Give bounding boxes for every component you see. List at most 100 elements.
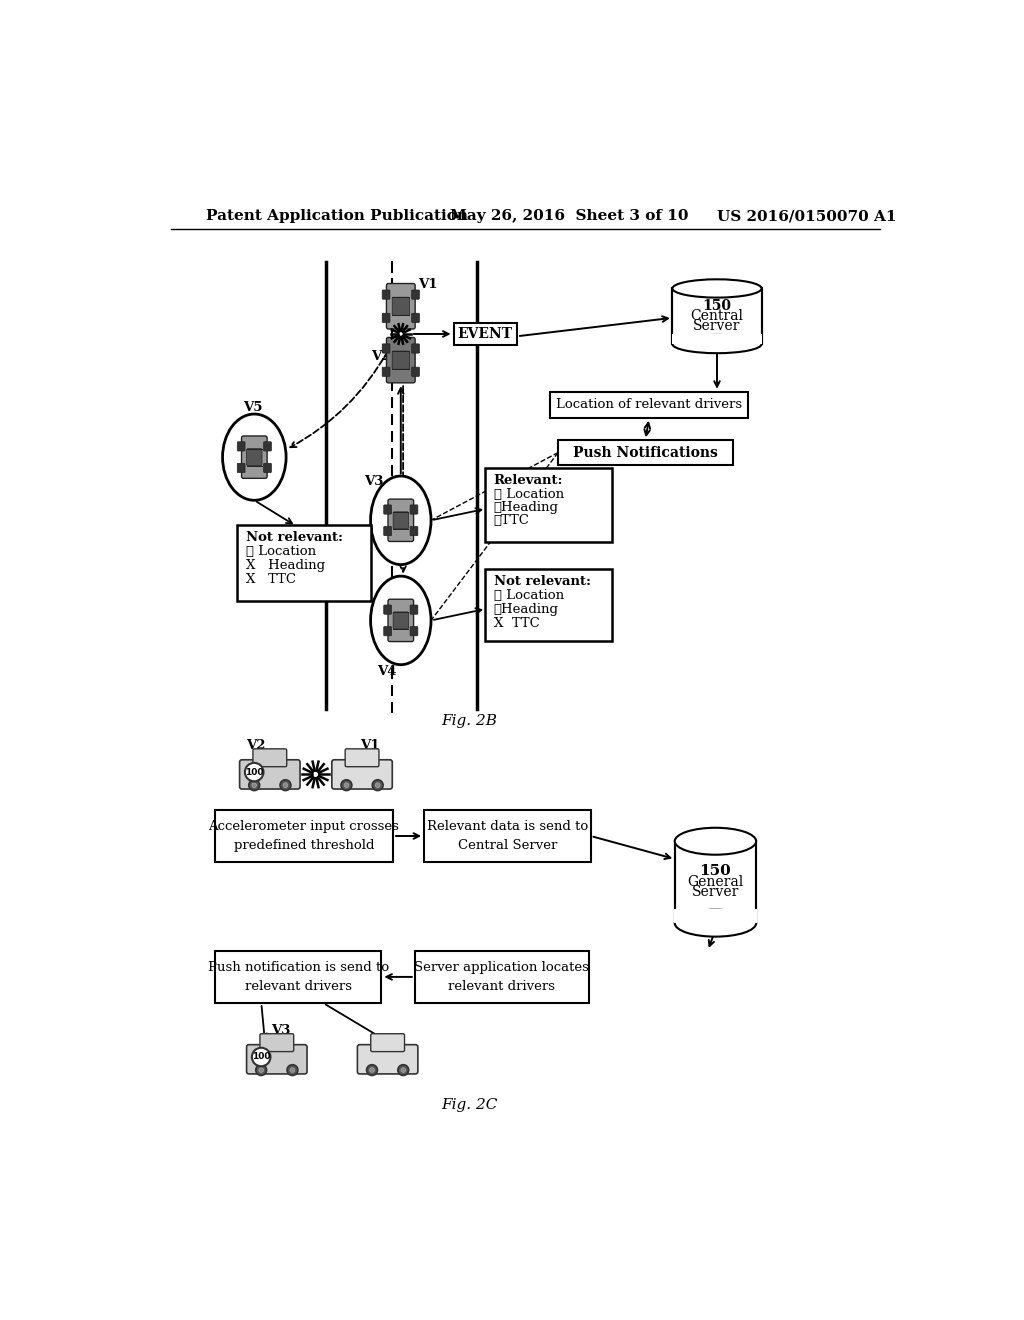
Text: Server: Server — [693, 319, 740, 333]
FancyBboxPatch shape — [238, 442, 245, 451]
FancyBboxPatch shape — [357, 1044, 418, 1074]
Ellipse shape — [371, 477, 431, 565]
FancyBboxPatch shape — [382, 367, 390, 376]
Text: V3: V3 — [271, 1023, 291, 1036]
FancyBboxPatch shape — [263, 442, 271, 451]
FancyBboxPatch shape — [558, 441, 732, 465]
Text: Server: Server — [692, 886, 739, 899]
FancyBboxPatch shape — [673, 289, 762, 345]
FancyBboxPatch shape — [237, 524, 372, 601]
Text: relevant drivers: relevant drivers — [245, 979, 351, 993]
Circle shape — [376, 783, 380, 788]
FancyBboxPatch shape — [384, 627, 391, 636]
Text: Relevant:: Relevant: — [494, 474, 563, 487]
Text: Push notification is send to: Push notification is send to — [208, 961, 389, 974]
Text: EVENT: EVENT — [458, 327, 513, 341]
FancyBboxPatch shape — [424, 810, 591, 862]
Text: Fig. 2C: Fig. 2C — [440, 1098, 498, 1113]
Circle shape — [367, 1065, 378, 1076]
Circle shape — [256, 1065, 266, 1076]
FancyBboxPatch shape — [371, 1034, 404, 1052]
FancyBboxPatch shape — [247, 1044, 307, 1074]
FancyBboxPatch shape — [260, 1034, 294, 1052]
Text: ✓Heading: ✓Heading — [494, 500, 559, 513]
Text: X   TTC: X TTC — [246, 573, 296, 586]
Text: ✓Heading: ✓Heading — [494, 603, 559, 616]
FancyBboxPatch shape — [345, 748, 379, 767]
FancyBboxPatch shape — [386, 338, 415, 383]
FancyBboxPatch shape — [412, 367, 420, 376]
Text: Patent Application Publication: Patent Application Publication — [206, 209, 468, 223]
FancyBboxPatch shape — [253, 748, 287, 767]
FancyBboxPatch shape — [392, 297, 410, 315]
Text: predefined threshold: predefined threshold — [233, 838, 374, 851]
Text: V3: V3 — [364, 475, 383, 488]
Circle shape — [370, 1068, 375, 1072]
Text: ✓ Location: ✓ Location — [494, 487, 564, 500]
Text: V1: V1 — [360, 739, 380, 751]
FancyBboxPatch shape — [332, 760, 392, 789]
FancyBboxPatch shape — [410, 627, 418, 636]
Text: Accelerometer input crosses: Accelerometer input crosses — [209, 820, 399, 833]
Text: X  TTC: X TTC — [494, 616, 540, 630]
Text: Push Notifications: Push Notifications — [572, 446, 718, 459]
Text: 150: 150 — [702, 300, 731, 313]
FancyBboxPatch shape — [388, 599, 414, 642]
Text: V2: V2 — [372, 350, 391, 363]
Circle shape — [290, 1068, 295, 1072]
Text: Central Server: Central Server — [458, 838, 557, 851]
Circle shape — [259, 1068, 263, 1072]
Ellipse shape — [673, 280, 762, 297]
Circle shape — [397, 1065, 409, 1076]
FancyBboxPatch shape — [382, 345, 390, 354]
FancyBboxPatch shape — [674, 909, 757, 923]
FancyBboxPatch shape — [672, 334, 762, 345]
FancyBboxPatch shape — [263, 463, 271, 473]
FancyBboxPatch shape — [412, 313, 420, 322]
FancyBboxPatch shape — [215, 950, 381, 1003]
Circle shape — [280, 780, 291, 791]
Circle shape — [341, 780, 352, 791]
FancyBboxPatch shape — [412, 345, 420, 354]
FancyBboxPatch shape — [247, 449, 262, 466]
Circle shape — [252, 1048, 270, 1067]
Circle shape — [287, 1065, 298, 1076]
FancyBboxPatch shape — [454, 323, 517, 345]
FancyBboxPatch shape — [384, 506, 391, 515]
FancyBboxPatch shape — [384, 605, 391, 614]
Circle shape — [344, 783, 349, 788]
FancyBboxPatch shape — [382, 313, 390, 322]
FancyBboxPatch shape — [484, 469, 611, 543]
FancyBboxPatch shape — [484, 569, 611, 642]
Text: Server application locates: Server application locates — [415, 961, 590, 974]
Text: Not relevant:: Not relevant: — [246, 531, 343, 544]
Text: May 26, 2016  Sheet 3 of 10: May 26, 2016 Sheet 3 of 10 — [450, 209, 688, 223]
Circle shape — [373, 780, 383, 791]
Ellipse shape — [673, 335, 762, 354]
FancyBboxPatch shape — [550, 392, 748, 418]
Text: ✓ Location: ✓ Location — [494, 589, 564, 602]
FancyBboxPatch shape — [238, 463, 245, 473]
Text: Relevant data is send to: Relevant data is send to — [427, 820, 588, 833]
Text: Location of relevant drivers: Location of relevant drivers — [556, 399, 742, 412]
Text: V4: V4 — [378, 665, 397, 678]
Text: V5: V5 — [243, 400, 262, 413]
FancyBboxPatch shape — [215, 810, 393, 862]
FancyBboxPatch shape — [382, 290, 390, 300]
FancyBboxPatch shape — [410, 506, 418, 515]
FancyBboxPatch shape — [386, 284, 415, 329]
Text: General: General — [687, 875, 743, 890]
FancyBboxPatch shape — [393, 612, 409, 628]
FancyBboxPatch shape — [410, 605, 418, 614]
FancyBboxPatch shape — [393, 512, 409, 529]
Circle shape — [401, 1068, 406, 1072]
Text: Not relevant:: Not relevant: — [494, 576, 591, 589]
Text: 100: 100 — [245, 768, 263, 776]
Ellipse shape — [222, 414, 286, 500]
Text: Central: Central — [690, 309, 743, 323]
FancyBboxPatch shape — [392, 351, 410, 370]
FancyBboxPatch shape — [410, 527, 418, 536]
Circle shape — [245, 763, 263, 781]
Text: relevant drivers: relevant drivers — [449, 979, 555, 993]
Text: V2: V2 — [246, 739, 265, 751]
